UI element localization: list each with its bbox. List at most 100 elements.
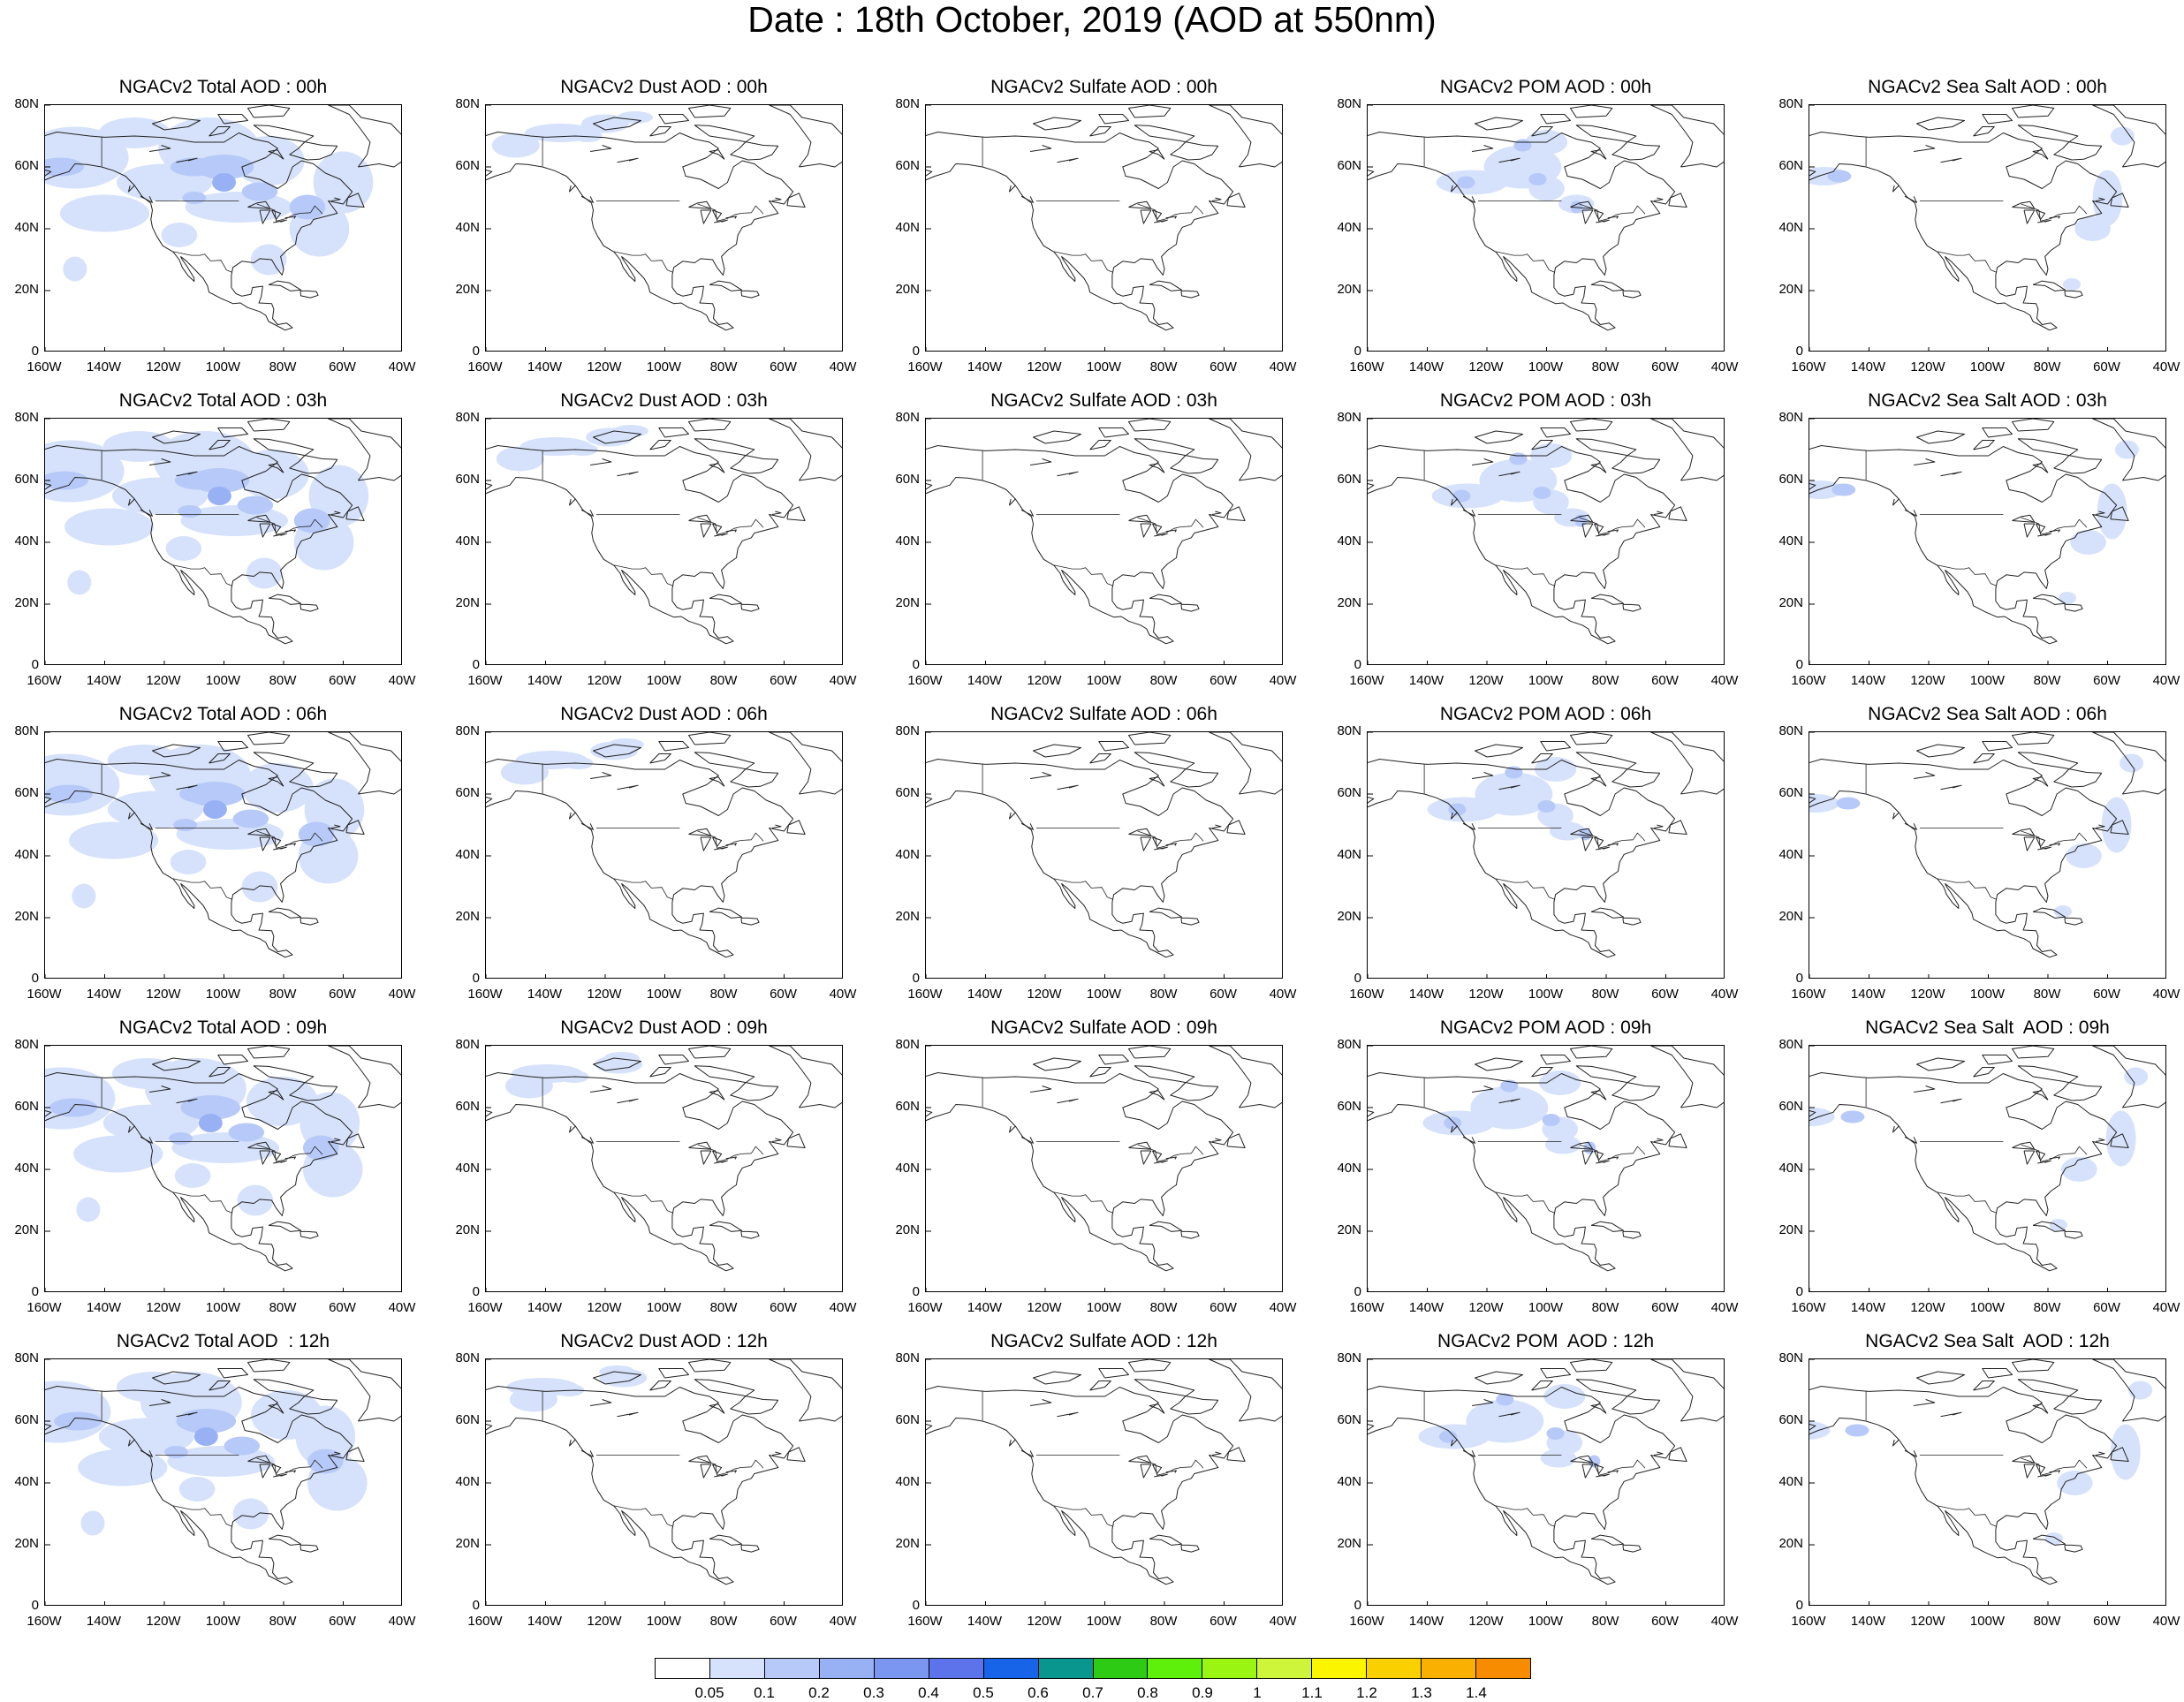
- aod-contour: [1836, 797, 1861, 810]
- aod-contour: [572, 130, 603, 142]
- lon-tick-label: 120W: [587, 673, 622, 688]
- political-border: [1496, 564, 1556, 586]
- lon-tick-label: 140W: [86, 673, 122, 688]
- lat-tick-label: 0: [1795, 1284, 1803, 1299]
- lon-tick-label: 100W: [646, 987, 682, 1002]
- aod-contour: [1546, 1427, 1565, 1440]
- colorbar-swatch: [1148, 1659, 1203, 1678]
- map-panel-seasalt-09h: NGACv2 Sea Salt AOD : 09h 80N 60N 40N 20N 0 16…: [1778, 1017, 2180, 1315]
- lat-tick-label: 40N: [1337, 1474, 1361, 1489]
- lon-tick-label: 160W: [907, 359, 943, 374]
- political-border: [697, 203, 764, 222]
- political-border: [614, 564, 674, 586]
- lon-tick-label: 60W: [2093, 987, 2120, 1002]
- lat-tick-label: 40N: [455, 220, 480, 235]
- aod-contour: [1544, 1135, 1581, 1154]
- map-panel-pom-03h: NGACv2 POM AOD : 03h 80N 60N 40N 20N 0 160W 140…: [1337, 390, 1738, 688]
- panel-title: NGACv2 POM AOD : 00h: [1439, 77, 1652, 97]
- lon-tick-label: 60W: [329, 1614, 356, 1629]
- aod-contour: [617, 111, 654, 124]
- lat-tick-label: 80N: [1337, 1037, 1361, 1052]
- aod-contour: [178, 1477, 216, 1502]
- lon-tick-label: 80W: [269, 673, 297, 688]
- lon-tick-label: 120W: [1468, 987, 1504, 1002]
- lon-tick-label: 100W: [646, 359, 682, 374]
- lon-tick-label: 40W: [1710, 987, 1739, 1002]
- aod-contour: [504, 1073, 553, 1099]
- political-border: [1579, 203, 1646, 222]
- colorbar-swatch: [764, 1659, 820, 1678]
- political-border: [1137, 830, 1204, 849]
- political-border: [2021, 517, 2088, 535]
- lat-tick-label: 0: [1354, 971, 1361, 986]
- colorbar-label: 1.1: [1301, 1684, 1323, 1701]
- lat-tick-label: 40N: [895, 220, 920, 235]
- lon-tick-label: 140W: [1408, 673, 1445, 688]
- lon-tick-label: 120W: [587, 359, 622, 374]
- map-panel-dust-03h: NGACv2 Dust AOD : 03h 80N 60N 40N 20N 0 160W 14…: [455, 390, 856, 688]
- panel-title: NGACv2 Total AOD : 00h: [118, 77, 328, 97]
- map-panel-sulfate-12h: NGACv2 Sulfate AOD : 12h 80N 60N 40N 20N 0 160…: [895, 1331, 1296, 1629]
- lon-tick-label: 80W: [2033, 673, 2061, 688]
- panel-title: NGACv2 Dust AOD : 09h: [560, 1017, 768, 1038]
- aod-contour: [164, 1446, 188, 1458]
- political-border: [614, 1505, 674, 1527]
- colorbar-label: 0.9: [1192, 1684, 1213, 1701]
- aod-map: [486, 1046, 842, 1291]
- map-panel-dust-12h: NGACv2 Dust AOD : 12h 80N 60N 40N 20N 0 160W 14…: [455, 1331, 856, 1629]
- lat-tick-label: 0: [472, 1598, 480, 1613]
- political-border: [1137, 1457, 1204, 1476]
- map-area: [44, 731, 402, 979]
- lat-tick-label: 80N: [895, 1350, 920, 1365]
- lon-tick-label: 80W: [2033, 987, 2061, 1002]
- lon-tick-label: 60W: [2093, 673, 2120, 688]
- colorbar-label: 0.4: [918, 1684, 939, 1701]
- lon-tick-label: 160W: [907, 987, 943, 1002]
- aod-contour: [207, 487, 231, 505]
- lat-tick-label: 80N: [1337, 410, 1361, 425]
- map-panel-total-06h: NGACv2 Total AOD : 06h 80N 60N 40N 20N 0 160W 1…: [14, 704, 415, 1002]
- lat-tick-label: 40N: [1778, 847, 1803, 862]
- aod-contour: [72, 883, 96, 909]
- political-border: [1054, 1191, 1114, 1214]
- political-border: [1496, 251, 1556, 273]
- lon-tick-label: 60W: [1210, 359, 1237, 374]
- lat-tick-label: 60N: [14, 472, 39, 487]
- panel-title: NGACv2 Dust AOD : 00h: [560, 77, 768, 97]
- lat-tick-label: 80N: [1778, 96, 1803, 111]
- political-border: [173, 878, 233, 900]
- aod-contour: [1539, 1070, 1581, 1095]
- lon-tick-label: 140W: [967, 673, 1003, 688]
- panel-title: NGACv2 Total AOD : 06h: [118, 704, 328, 724]
- aod-contour: [232, 136, 305, 185]
- panel-title: NGACv2 Total AOD : 12h: [116, 1331, 330, 1351]
- lon-tick-label: 40W: [829, 1614, 857, 1629]
- lon-tick-label: 140W: [1850, 673, 1886, 688]
- lon-tick-label: 80W: [1149, 987, 1178, 1002]
- aod-contour: [1457, 176, 1475, 189]
- lat-tick-label: 20N: [1778, 282, 1803, 297]
- lat-tick-label: 0: [1354, 657, 1361, 672]
- lon-tick-label: 160W: [1349, 987, 1384, 1002]
- lon-tick-label: 60W: [770, 1300, 797, 1315]
- lat-tick-label: 40N: [1778, 220, 1803, 235]
- lat-tick-label: 20N: [14, 909, 39, 924]
- lon-tick-label: 160W: [27, 359, 62, 374]
- colorbar-swatch: [1093, 1659, 1149, 1678]
- lon-tick-label: 100W: [1086, 673, 1122, 688]
- lat-tick-label: 0: [912, 1284, 920, 1299]
- map-panel-pom-00h: NGACv2 POM AOD : 00h 80N 60N 40N 20N 0 160W 140…: [1337, 77, 1738, 374]
- lat-tick-label: 80N: [14, 96, 39, 111]
- aod-contour: [603, 1052, 640, 1064]
- aod-contour: [1543, 1384, 1586, 1409]
- lat-tick-label: 80N: [455, 410, 480, 425]
- lon-tick-label: 40W: [829, 359, 857, 374]
- map-area: [1367, 104, 1725, 352]
- lat-tick-label: 40N: [14, 1474, 39, 1489]
- lat-tick-label: 60N: [895, 1412, 920, 1427]
- lon-tick-label: 120W: [1468, 359, 1504, 374]
- map-panel-sulfate-03h: NGACv2 Sulfate AOD : 03h 80N 60N 40N 20N 0 160…: [895, 390, 1296, 688]
- aod-contour: [2101, 797, 2132, 853]
- aod-map: [1368, 419, 1724, 664]
- political-border: [1054, 564, 1114, 586]
